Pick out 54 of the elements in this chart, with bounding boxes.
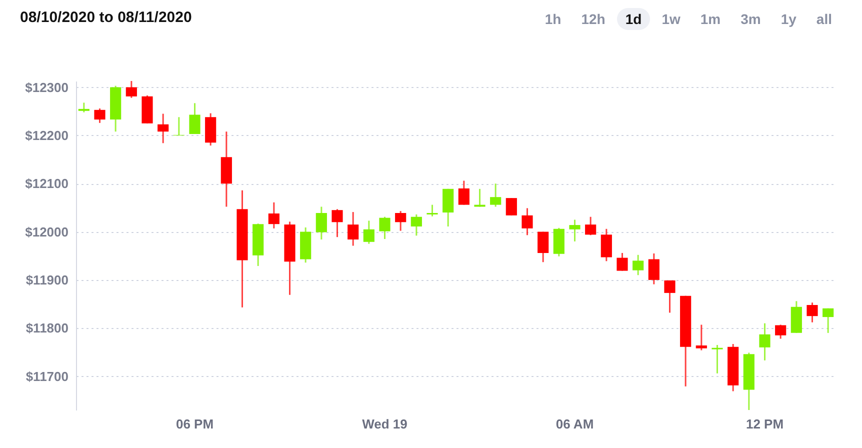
candlestick — [648, 252, 660, 286]
y-tick-label: $12200 — [25, 128, 68, 143]
candlestick — [569, 218, 580, 242]
candlestick — [712, 344, 723, 374]
candlestick — [632, 254, 644, 276]
candlestick — [600, 228, 612, 262]
candlestick — [585, 216, 596, 236]
candlestick — [348, 211, 359, 246]
text: 12h — [580, 10, 606, 29]
text: 1y — [780, 10, 798, 29]
y-tick-label: $12000 — [25, 224, 68, 240]
text: 1h — [544, 10, 562, 29]
text: 3m — [740, 10, 762, 29]
candlestick — [158, 113, 169, 144]
candlestick — [173, 116, 184, 136]
candlestick — [490, 182, 502, 208]
candlestick — [538, 231, 549, 263]
x-tick-label: 06 AM — [556, 416, 594, 432]
candlestick — [664, 280, 676, 314]
candlestick — [442, 188, 454, 228]
candlestick — [806, 302, 818, 324]
x-tick-label: 12 PM — [746, 416, 784, 432]
text: 1w — [660, 10, 682, 29]
candlestick — [410, 214, 422, 236]
candlestick — [189, 102, 200, 135]
chart-title: 08/10/2020 to 08/11/2020 — [20, 9, 192, 26]
candlestick — [696, 324, 707, 352]
x-tick-label: 06 PM — [176, 416, 214, 432]
candlestick — [395, 210, 406, 232]
candlestick — [426, 204, 438, 218]
text: all — [815, 10, 833, 29]
y-tick-label: $11700 — [26, 368, 68, 384]
candlestick — [759, 322, 770, 362]
candlestick — [522, 207, 533, 236]
text: 1d — [617, 8, 650, 30]
candlestick — [268, 202, 280, 230]
y-tick-label: $12100 — [25, 176, 68, 192]
text: 1m — [699, 10, 722, 29]
candlestick — [506, 197, 517, 216]
candlestick — [458, 180, 470, 206]
y-tick-label: $11800 — [26, 320, 68, 336]
candlestick — [94, 108, 106, 124]
candlestick — [126, 80, 137, 99]
candlestick — [379, 216, 390, 240]
y-tick-label: $11900 — [26, 272, 68, 288]
candlestick — [616, 252, 628, 272]
candlestick — [363, 220, 374, 245]
candlestick — [822, 308, 834, 334]
candlestick — [332, 208, 343, 238]
candlestick — [775, 324, 786, 340]
y-tick-label: $12300 — [25, 80, 68, 95]
x-tick-label: Wed 19 — [362, 416, 408, 432]
candlestick — [316, 206, 327, 240]
candlestick — [78, 102, 90, 114]
